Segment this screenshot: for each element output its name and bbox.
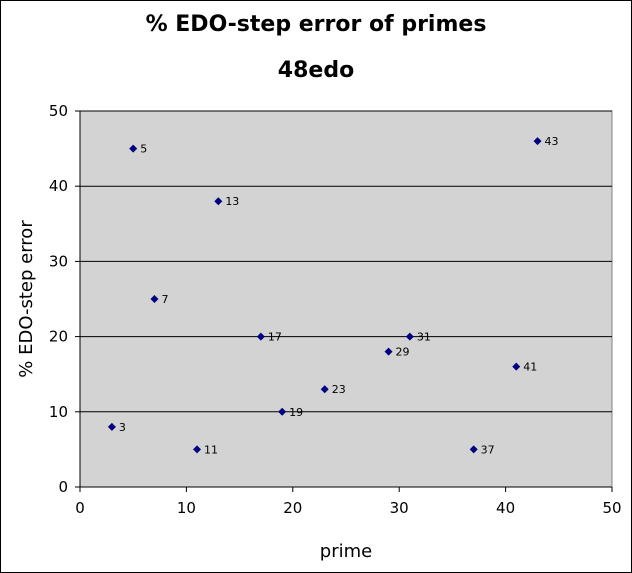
chart-subtitle: 48edo bbox=[277, 58, 355, 83]
data-point-marker bbox=[193, 445, 202, 454]
data-points: 3 5 7 11 13 17 19 23 29 31 37 41 43 bbox=[107, 135, 559, 456]
data-point-label: 7 bbox=[161, 293, 168, 306]
data-point-marker bbox=[469, 445, 478, 454]
data-point-label: 19 bbox=[289, 406, 303, 419]
data-point-label: 5 bbox=[140, 143, 147, 156]
x-tick-label: 40 bbox=[496, 499, 515, 517]
data-point-label: 37 bbox=[481, 443, 495, 456]
data-point-label: 17 bbox=[268, 331, 282, 344]
x-tick-label: 10 bbox=[177, 499, 196, 517]
data-point-marker bbox=[278, 407, 287, 416]
data-point-label: 29 bbox=[396, 346, 410, 359]
data-point-marker bbox=[256, 332, 265, 341]
data-point-marker bbox=[405, 332, 414, 341]
y-tick-label: 10 bbox=[49, 403, 68, 421]
x-tick-label: 20 bbox=[283, 499, 302, 517]
plot-area bbox=[79, 110, 613, 488]
x-tick-label: 30 bbox=[390, 499, 409, 517]
data-point-marker bbox=[150, 295, 159, 303]
y-axis-label: % EDO-step error bbox=[16, 220, 37, 378]
data-point-label: 3 bbox=[119, 421, 126, 434]
data-point-marker bbox=[533, 137, 542, 146]
chart-title: % EDO-step error of primes bbox=[145, 12, 487, 37]
tick-labels: 0 10 20 30 40 50 0 10 20 30 40 50 bbox=[49, 102, 622, 517]
grid-lines bbox=[80, 110, 612, 413]
data-point-marker bbox=[214, 197, 223, 206]
data-point-label: 31 bbox=[417, 331, 431, 344]
data-point-marker bbox=[320, 385, 329, 394]
data-point-marker bbox=[512, 362, 521, 371]
y-tick-label: 20 bbox=[49, 328, 68, 346]
data-point-marker bbox=[107, 422, 116, 431]
data-point-label: 11 bbox=[204, 443, 218, 456]
data-point-label: 13 bbox=[225, 195, 239, 208]
data-point-label: 23 bbox=[332, 383, 346, 396]
data-point-label: 41 bbox=[523, 361, 537, 374]
data-point-marker bbox=[129, 144, 138, 153]
y-tick-label: 0 bbox=[58, 478, 68, 496]
x-tick-label: 0 bbox=[75, 499, 85, 517]
data-point-marker bbox=[384, 347, 393, 356]
y-tick-label: 40 bbox=[49, 177, 68, 195]
data-point-label: 43 bbox=[545, 135, 559, 148]
axes bbox=[75, 110, 613, 492]
y-tick-label: 30 bbox=[49, 252, 68, 270]
x-axis-label: prime bbox=[320, 541, 372, 562]
y-tick-label: 50 bbox=[49, 102, 68, 120]
x-tick-label: 50 bbox=[602, 499, 621, 517]
